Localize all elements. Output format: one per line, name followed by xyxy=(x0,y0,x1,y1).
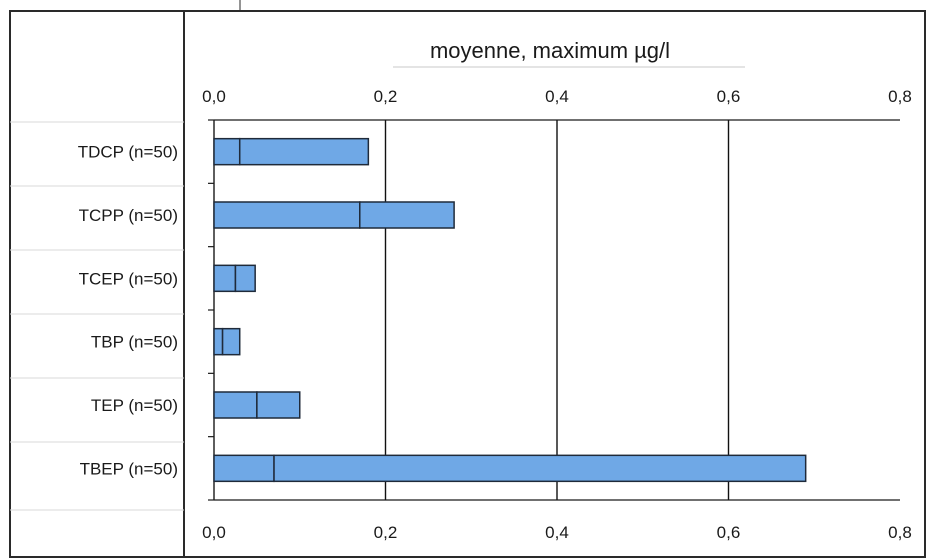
bar-maximum xyxy=(359,201,455,229)
category-label: TDCP (n=50) xyxy=(78,143,178,162)
x-tick-label-bottom: 0,2 xyxy=(374,523,398,542)
x-tick-label-bottom: 0,6 xyxy=(717,523,741,542)
x-tick-label-bottom: 0,8 xyxy=(888,523,912,542)
bar-mean xyxy=(213,201,361,229)
axes xyxy=(208,119,900,501)
category-label: TBP (n=50) xyxy=(91,333,178,352)
bar-mean xyxy=(213,327,224,356)
category-labels: TDCP (n=50) TCPP (n=50) TCEP (n=50) TBP (n=… xyxy=(78,143,178,479)
grid-lines xyxy=(384,120,730,500)
category-label: TCPP (n=50) xyxy=(79,206,178,225)
x-tick-label-top: 0,6 xyxy=(717,87,741,106)
x-tick-label-top: 0,0 xyxy=(202,87,226,106)
bar-maximum xyxy=(273,454,807,483)
bar-maximum xyxy=(234,264,256,293)
chart-title: moyenne, maximum µg/l xyxy=(430,38,670,63)
category-label: TEP (n=50) xyxy=(91,396,178,415)
bar-mean xyxy=(213,264,237,293)
bar-mean xyxy=(213,391,258,419)
x-tick-label-top: 0,2 xyxy=(374,87,398,106)
x-tick-labels-bottom: 0,0 0,2 0,4 0,6 0,8 xyxy=(202,523,912,542)
x-tick-label-bottom: 0,0 xyxy=(202,523,226,542)
bar-maximum xyxy=(256,391,301,419)
bars xyxy=(213,137,807,483)
category-label: TCEP (n=50) xyxy=(79,269,178,288)
bar-maximum xyxy=(221,327,241,356)
bar-mean xyxy=(213,454,275,483)
x-tick-label-top: 0,8 xyxy=(888,87,912,106)
x-tick-label-bottom: 0,4 xyxy=(545,523,569,542)
bar-maximum xyxy=(238,137,370,166)
category-label: TBEP (n=50) xyxy=(80,459,178,478)
x-tick-label-top: 0,4 xyxy=(545,87,569,106)
x-tick-labels-top: 0,0 0,2 0,4 0,6 0,8 xyxy=(202,87,912,106)
bar-mean xyxy=(213,137,241,166)
